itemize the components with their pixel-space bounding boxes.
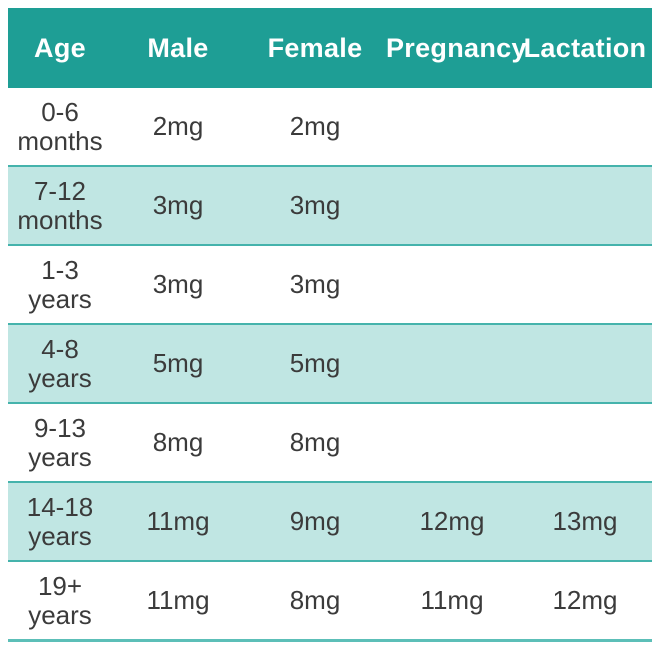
male-value: 3mg (152, 190, 204, 220)
age-unit: months (17, 125, 103, 156)
column-header-male: Male (147, 32, 209, 63)
age-range: 4-8 (41, 333, 79, 364)
table-header-row: Age Male Female Pregnancy Lactation (8, 8, 652, 88)
female-value: 8mg (289, 427, 341, 457)
age-cell: 19+ years (8, 570, 112, 630)
age-cell: 1-3 years (8, 254, 112, 314)
male-value: 3mg (152, 269, 204, 299)
male-value: 8mg (152, 427, 204, 457)
rda-table: Age Male Female Pregnancy Lactation 0-6 … (8, 8, 652, 642)
age-cell: 9-13 years (8, 412, 112, 472)
age-cell: 4-8 years (8, 333, 112, 393)
table-row: 7-12 months 3mg 3mg (8, 165, 652, 244)
table-row: 9-13 years 8mg 8mg (8, 402, 652, 481)
age-unit: months (17, 204, 103, 235)
lactation-value: 13mg (552, 506, 618, 536)
column-header-pregnancy: Pregnancy (386, 32, 527, 63)
table-row: 1-3 years 3mg 3mg (8, 244, 652, 323)
female-value: 8mg (289, 585, 341, 615)
age-unit: years (28, 362, 92, 393)
male-value: 11mg (146, 506, 210, 536)
female-value: 2mg (289, 111, 341, 141)
column-header-lactation: Lactation (523, 32, 647, 63)
female-value: 5mg (289, 348, 341, 378)
age-range: 0-6 (41, 96, 79, 127)
age-unit: years (28, 520, 92, 551)
male-value: 2mg (152, 111, 204, 141)
table-row: 19+ years 11mg 8mg 11mg 12mg (8, 560, 652, 639)
male-value: 11mg (146, 585, 210, 615)
age-range: 9-13 (33, 412, 87, 443)
age-range: 1-3 (41, 254, 79, 285)
table-row: 0-6 months 2mg 2mg (8, 88, 652, 165)
female-value: 3mg (289, 269, 341, 299)
age-unit: years (28, 441, 92, 472)
age-range: 7-12 (33, 175, 87, 206)
column-header-age: Age (34, 32, 86, 63)
age-range: 14-18 (26, 491, 94, 522)
pregnancy-value: 11mg (420, 585, 484, 615)
age-range: 19+ (37, 570, 83, 601)
column-header-female: Female (267, 32, 363, 63)
pregnancy-value: 12mg (419, 506, 485, 536)
age-unit: years (28, 283, 92, 314)
female-value: 9mg (289, 506, 341, 536)
lactation-value: 12mg (552, 585, 618, 615)
age-cell: 0-6 months (8, 96, 112, 156)
age-cell: 7-12 months (8, 175, 112, 235)
age-cell: 14-18 years (8, 491, 112, 551)
female-value: 3mg (289, 190, 341, 220)
age-unit: years (28, 599, 92, 630)
table-row: 4-8 years 5mg 5mg (8, 323, 652, 402)
male-value: 5mg (152, 348, 204, 378)
table-row: 14-18 years 11mg 9mg 12mg 13mg (8, 481, 652, 560)
